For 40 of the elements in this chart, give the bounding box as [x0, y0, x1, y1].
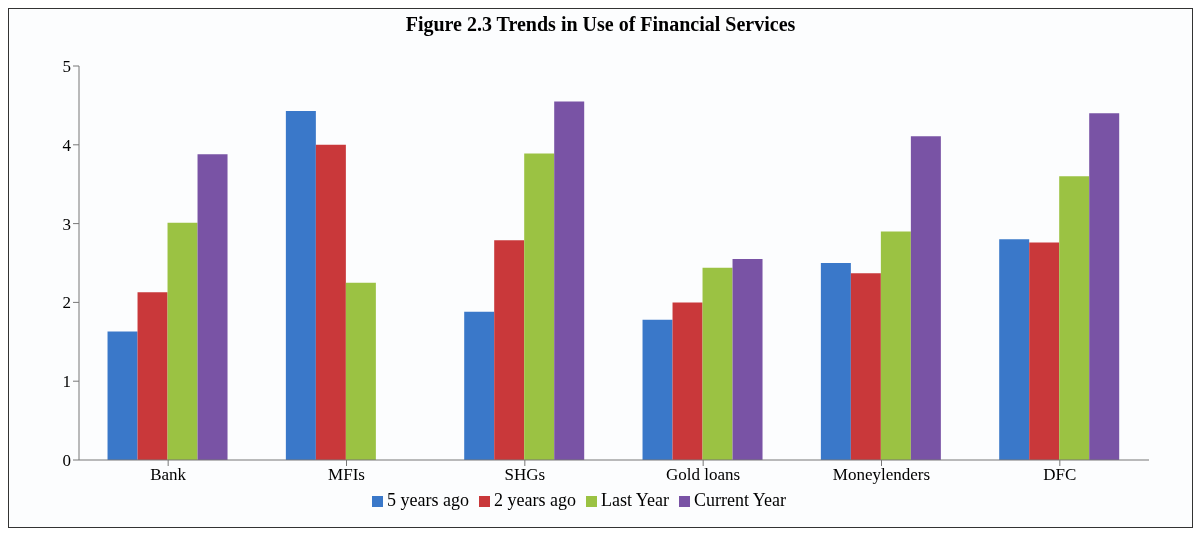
y-tick-label: 4 [62, 135, 72, 155]
x-tick-label: MFIs [328, 465, 365, 485]
bar [910, 136, 941, 460]
x-tick-label: Gold loans [666, 465, 741, 485]
y-tick-label: 2 [62, 293, 71, 313]
bar [850, 273, 881, 460]
bar [880, 231, 911, 460]
bar [137, 292, 168, 460]
bar [494, 240, 525, 460]
x-tick-label: Moneylenders [832, 465, 931, 485]
y-tick-label: 1 [62, 372, 71, 392]
legend-label: 5 years ago [387, 490, 469, 510]
bar [285, 110, 316, 460]
y-tick-label: 0 [62, 451, 71, 471]
bar [167, 222, 198, 460]
x-tick-label: SHGs [504, 465, 546, 485]
bar [1089, 113, 1120, 460]
bar [315, 144, 346, 460]
bar [820, 263, 851, 460]
x-tick-label: DFC [1043, 465, 1077, 485]
bar [702, 267, 733, 460]
y-tick-label: 5 [62, 57, 71, 77]
bar [554, 101, 585, 460]
bar [999, 239, 1030, 460]
bar [672, 302, 703, 460]
bar [345, 282, 376, 460]
y-tick-label: 3 [62, 214, 71, 234]
bar [1029, 242, 1060, 460]
legend-label: 2 years ago [494, 490, 576, 510]
bar [1059, 176, 1090, 460]
bar [732, 259, 763, 460]
chart-title: Figure 2.3 Trends in Use of Financial Services [404, 13, 797, 36]
bar [107, 331, 138, 460]
bar [197, 154, 228, 460]
bar [524, 153, 555, 460]
bar [642, 319, 673, 460]
legend-label: Last Year [600, 490, 669, 510]
legend-label: Current Year [693, 490, 786, 510]
bar [464, 311, 495, 460]
x-tick-label: Bank [150, 465, 187, 485]
